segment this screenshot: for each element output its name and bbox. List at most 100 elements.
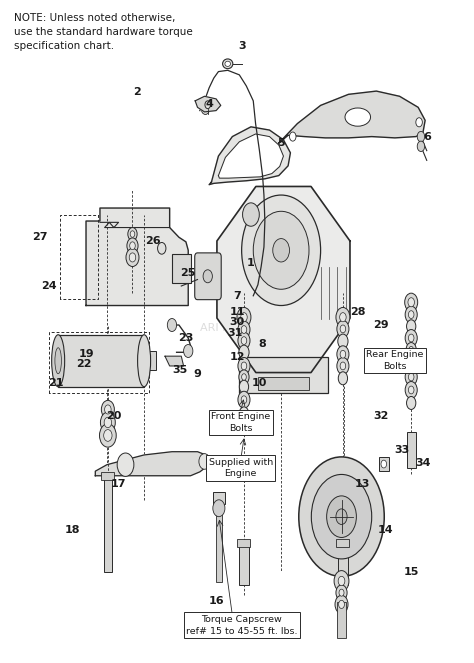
Circle shape — [406, 343, 416, 357]
Text: 24: 24 — [41, 281, 57, 291]
Circle shape — [407, 396, 416, 410]
Text: 30: 30 — [229, 317, 245, 327]
Circle shape — [311, 475, 372, 559]
Circle shape — [203, 270, 212, 283]
Text: 35: 35 — [173, 365, 188, 375]
Circle shape — [299, 457, 384, 576]
Polygon shape — [195, 96, 221, 112]
Circle shape — [201, 103, 210, 115]
Circle shape — [334, 571, 349, 591]
Circle shape — [336, 509, 347, 524]
Circle shape — [336, 585, 347, 601]
Text: 31: 31 — [227, 328, 242, 338]
Text: 28: 28 — [350, 307, 365, 317]
Circle shape — [409, 334, 414, 342]
Text: 6: 6 — [423, 131, 431, 142]
Polygon shape — [217, 186, 350, 373]
Circle shape — [104, 417, 111, 428]
Bar — [237, 540, 250, 547]
Circle shape — [205, 101, 210, 109]
Text: Supplied with
Engine: Supplied with Engine — [209, 457, 273, 478]
Circle shape — [117, 453, 134, 477]
Circle shape — [273, 239, 290, 262]
Text: 15: 15 — [403, 567, 419, 577]
Circle shape — [241, 396, 247, 404]
Text: 3: 3 — [238, 40, 246, 50]
Text: 19: 19 — [78, 349, 94, 359]
Circle shape — [243, 203, 259, 226]
Circle shape — [105, 405, 111, 414]
Circle shape — [126, 249, 139, 267]
Bar — [337, 603, 346, 638]
Text: 7: 7 — [233, 291, 241, 301]
Circle shape — [242, 195, 320, 306]
Text: 20: 20 — [106, 411, 122, 421]
Circle shape — [416, 118, 422, 127]
Circle shape — [241, 313, 247, 322]
Circle shape — [405, 369, 417, 385]
Text: 23: 23 — [178, 333, 193, 343]
Bar — [338, 542, 347, 585]
Circle shape — [238, 357, 250, 375]
Circle shape — [337, 320, 349, 337]
Circle shape — [405, 381, 417, 398]
Circle shape — [327, 496, 356, 538]
Text: 2: 2 — [133, 88, 141, 97]
Circle shape — [337, 346, 349, 363]
Text: 27: 27 — [32, 232, 47, 242]
Circle shape — [242, 374, 246, 381]
Circle shape — [417, 131, 425, 142]
Circle shape — [340, 313, 346, 322]
Bar — [213, 492, 225, 504]
Ellipse shape — [52, 335, 64, 387]
Circle shape — [130, 231, 135, 237]
Text: 18: 18 — [64, 524, 80, 534]
Text: 11: 11 — [229, 307, 245, 317]
Circle shape — [128, 227, 137, 241]
Circle shape — [336, 308, 350, 327]
Bar — [104, 475, 112, 572]
Circle shape — [338, 334, 348, 348]
Text: 1: 1 — [247, 259, 255, 269]
Text: 32: 32 — [374, 411, 389, 421]
Ellipse shape — [345, 108, 371, 126]
Text: 14: 14 — [378, 524, 393, 534]
Circle shape — [340, 325, 346, 333]
Circle shape — [157, 243, 166, 254]
Ellipse shape — [55, 347, 62, 374]
Text: 22: 22 — [76, 359, 91, 369]
Ellipse shape — [223, 59, 233, 69]
Circle shape — [241, 362, 247, 370]
Circle shape — [407, 356, 416, 369]
Circle shape — [335, 595, 348, 613]
Text: 9: 9 — [193, 369, 201, 379]
Text: Rear Engine
Bolts: Rear Engine Bolts — [366, 350, 424, 371]
Text: 10: 10 — [252, 379, 267, 389]
Circle shape — [338, 576, 345, 585]
Circle shape — [339, 589, 344, 596]
Bar — [239, 357, 328, 393]
Circle shape — [199, 453, 210, 469]
Circle shape — [241, 337, 247, 345]
Circle shape — [239, 381, 248, 393]
Text: 13: 13 — [355, 479, 370, 489]
Bar — [101, 472, 114, 479]
Text: ARI PartSto...: ARI PartSto... — [201, 324, 273, 333]
Bar — [58, 335, 144, 387]
Circle shape — [238, 391, 250, 408]
Polygon shape — [95, 452, 209, 476]
Circle shape — [340, 362, 346, 370]
Bar — [407, 432, 416, 468]
Circle shape — [239, 345, 249, 359]
Text: 4: 4 — [205, 99, 213, 109]
Circle shape — [337, 357, 349, 375]
Circle shape — [104, 430, 112, 442]
Bar — [258, 377, 309, 390]
Circle shape — [405, 330, 417, 347]
Circle shape — [253, 211, 309, 289]
Circle shape — [409, 373, 414, 381]
Circle shape — [100, 424, 116, 447]
Bar — [172, 253, 191, 283]
Circle shape — [238, 321, 250, 338]
Bar — [239, 542, 248, 585]
